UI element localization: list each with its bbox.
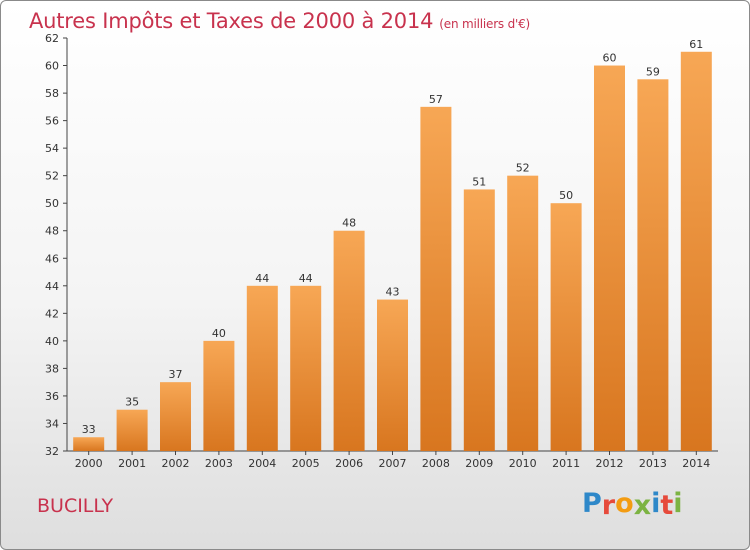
logo-letter: i bbox=[651, 488, 661, 519]
chart-title: Autres Impôts et Taxes de 2000 à 2014 (en… bbox=[29, 9, 530, 33]
y-tick-label: 34 bbox=[45, 417, 59, 430]
x-tick-label: 2004 bbox=[248, 457, 276, 470]
data-label-2002: 37 bbox=[169, 368, 183, 381]
y-tick-label: 44 bbox=[45, 280, 59, 293]
data-label-2014: 61 bbox=[689, 38, 703, 51]
data-label-2001: 35 bbox=[125, 396, 139, 409]
y-tick-label: 56 bbox=[45, 115, 59, 128]
data-label-2010: 52 bbox=[516, 162, 530, 175]
bar-2002 bbox=[160, 382, 191, 451]
x-axis: 2000 2001 2002 2003 2004 2005 2006 2007 2008 2009… bbox=[67, 450, 718, 470]
data-label-2011: 50 bbox=[559, 189, 573, 202]
y-tick-label: 52 bbox=[45, 170, 59, 183]
x-tick-label: 2008 bbox=[422, 457, 450, 470]
bar-2005 bbox=[290, 285, 322, 451]
logo-letter: t bbox=[660, 490, 674, 521]
bar-2001 bbox=[116, 409, 148, 451]
x-tick-label: 2011 bbox=[552, 457, 580, 470]
x-tick-label: 2002 bbox=[162, 457, 190, 470]
y-tick-label: 40 bbox=[45, 335, 59, 348]
y-tick-label: 42 bbox=[45, 307, 59, 320]
logo-letter: P bbox=[582, 488, 602, 519]
data-label-2005: 44 bbox=[299, 272, 313, 285]
place-name: BUCILLY bbox=[37, 495, 114, 517]
y-tick-label: 36 bbox=[45, 390, 59, 403]
bar-2006 bbox=[333, 230, 365, 451]
data-label-2006: 48 bbox=[342, 217, 356, 230]
x-tick-label: 2003 bbox=[205, 457, 233, 470]
chart-subtitle: (en milliers d'€) bbox=[439, 17, 531, 31]
y-tick-label: 58 bbox=[45, 87, 59, 100]
bars bbox=[73, 51, 712, 452]
x-tick-label: 2013 bbox=[639, 457, 667, 470]
data-labels: 33 35 37 40 44 44 48 43 57 51 52 50 60 59 61 bbox=[82, 38, 704, 436]
chart-title-text: Autres Impôts et Taxes de 2000 à 2014 bbox=[29, 9, 434, 33]
x-tick-label: 2010 bbox=[509, 457, 537, 470]
bar-2007 bbox=[377, 299, 408, 451]
x-tick-label: 2005 bbox=[292, 457, 320, 470]
bar-2003 bbox=[203, 340, 235, 451]
y-tick-label: 46 bbox=[45, 252, 59, 265]
bar-2011 bbox=[550, 203, 582, 451]
bar-2004 bbox=[246, 285, 278, 451]
bar-2010 bbox=[507, 175, 539, 451]
data-label-2000: 33 bbox=[82, 423, 96, 436]
y-tick-label: 38 bbox=[45, 362, 59, 375]
data-label-2012: 60 bbox=[603, 52, 617, 65]
x-tick-label: 2012 bbox=[596, 457, 624, 470]
proxiti-logo: Proxiti bbox=[582, 488, 683, 521]
y-axis: 32 34 36 38 40 42 44 46 48 50 52 54 56 58 60 62 bbox=[45, 32, 68, 458]
x-tick-label: 2007 bbox=[379, 457, 407, 470]
logo-letter: r bbox=[601, 490, 616, 521]
bar-2014 bbox=[680, 51, 712, 452]
x-tick-label: 2006 bbox=[335, 457, 363, 470]
data-label-2004: 44 bbox=[255, 272, 269, 285]
y-tick-label: 50 bbox=[45, 197, 59, 210]
bar-2012 bbox=[594, 65, 625, 452]
logo-letter: x bbox=[633, 490, 652, 521]
y-tick-label: 60 bbox=[45, 60, 59, 73]
bar-2013 bbox=[637, 79, 669, 452]
y-tick-label: 54 bbox=[45, 142, 59, 155]
x-tick-label: 2009 bbox=[465, 457, 493, 470]
x-tick-label: 2001 bbox=[118, 457, 146, 470]
y-tick-label: 48 bbox=[45, 225, 59, 238]
bar-2009 bbox=[463, 189, 495, 451]
x-tick-label: 2014 bbox=[682, 457, 710, 470]
x-tick-label: 2000 bbox=[75, 457, 103, 470]
bar-2008 bbox=[420, 106, 452, 451]
y-tick-label: 62 bbox=[45, 32, 59, 45]
bar-2000 bbox=[73, 437, 105, 451]
data-label-2013: 59 bbox=[646, 65, 660, 78]
y-tick-label: 32 bbox=[45, 445, 59, 458]
logo-letter: o bbox=[615, 488, 634, 519]
data-label-2009: 51 bbox=[472, 175, 486, 188]
data-label-2008: 57 bbox=[429, 93, 443, 106]
data-label-2007: 43 bbox=[386, 286, 400, 299]
data-label-2003: 40 bbox=[212, 327, 226, 340]
logo-letter: i bbox=[673, 488, 683, 519]
